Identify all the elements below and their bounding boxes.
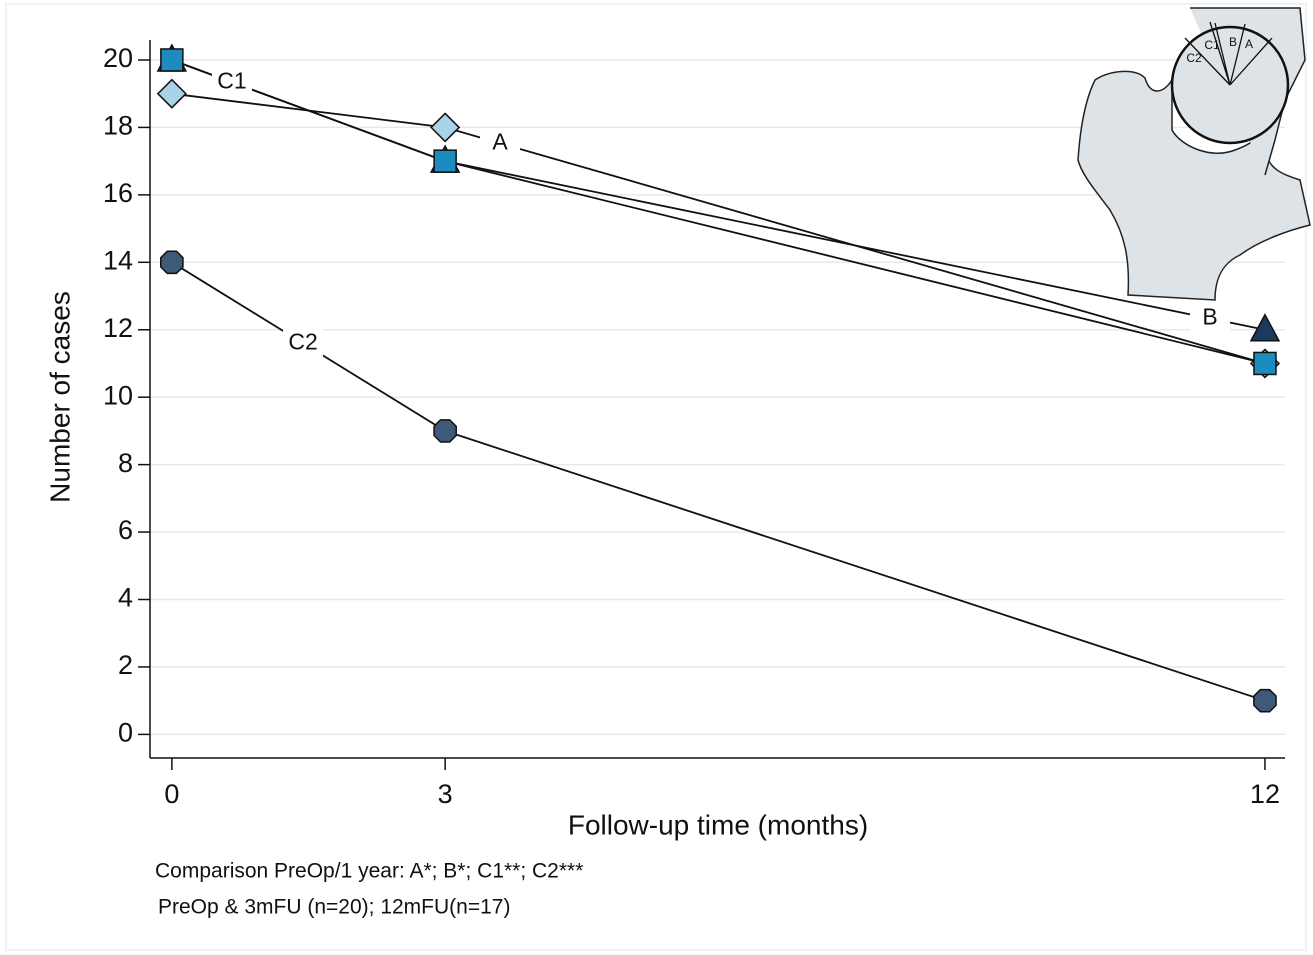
marker	[160, 48, 184, 72]
y-tick-label: 16	[103, 178, 133, 208]
marker	[1253, 688, 1277, 713]
marker	[1253, 351, 1277, 376]
note: Comparison PreOp/1 year: A*; B*; C1**; C…	[155, 860, 583, 883]
y-tick-label: 8	[118, 448, 133, 478]
marker	[160, 250, 184, 275]
inset-label: C2	[1186, 51, 1202, 65]
y-tick-label: 0	[118, 718, 133, 748]
note: PreOp & 3mFU (n=20); 12mFU(n=17)	[158, 896, 510, 919]
y-tick-label: 10	[103, 380, 133, 410]
marker	[433, 149, 457, 173]
series-line	[171, 261, 1266, 702]
y-tick-label: 18	[103, 111, 133, 141]
label-bg	[480, 128, 521, 159]
x-tick-label: 12	[1250, 779, 1280, 809]
y-tick-label: 2	[118, 650, 133, 680]
inset-label: C1	[1204, 38, 1220, 52]
series-label: C1	[217, 67, 246, 93]
series-labels: A B C1 C2	[211, 67, 1231, 359]
x-tick-label: 3	[438, 779, 453, 809]
markers	[156, 43, 1281, 713]
label-bg	[1190, 303, 1231, 334]
marker	[430, 112, 461, 143]
y-tick-label: 14	[103, 245, 133, 275]
frame	[5, 3, 1307, 951]
y-tick-label: 20	[103, 43, 133, 73]
series-label: C2	[288, 328, 317, 354]
y-tick-label: 6	[118, 515, 133, 545]
y-axis-title: Number of cases	[44, 291, 75, 503]
femur-shape	[1077, 70, 1311, 301]
series-label: B	[1202, 304, 1217, 330]
marker	[1249, 313, 1281, 342]
inset-label: B	[1229, 35, 1237, 49]
label-bg	[211, 67, 252, 98]
inset-label: A	[1245, 37, 1253, 51]
series-label: A	[492, 128, 508, 154]
marker	[156, 78, 187, 109]
y-tick-label: 4	[118, 583, 133, 613]
marker	[433, 419, 457, 443]
y-tick-label: 12	[103, 313, 133, 343]
zone-lines	[1184, 21, 1273, 86]
x-axis-title: Follow-up time (months)	[568, 809, 868, 840]
label-bg	[283, 328, 324, 359]
x-tick-label: 0	[164, 779, 179, 809]
